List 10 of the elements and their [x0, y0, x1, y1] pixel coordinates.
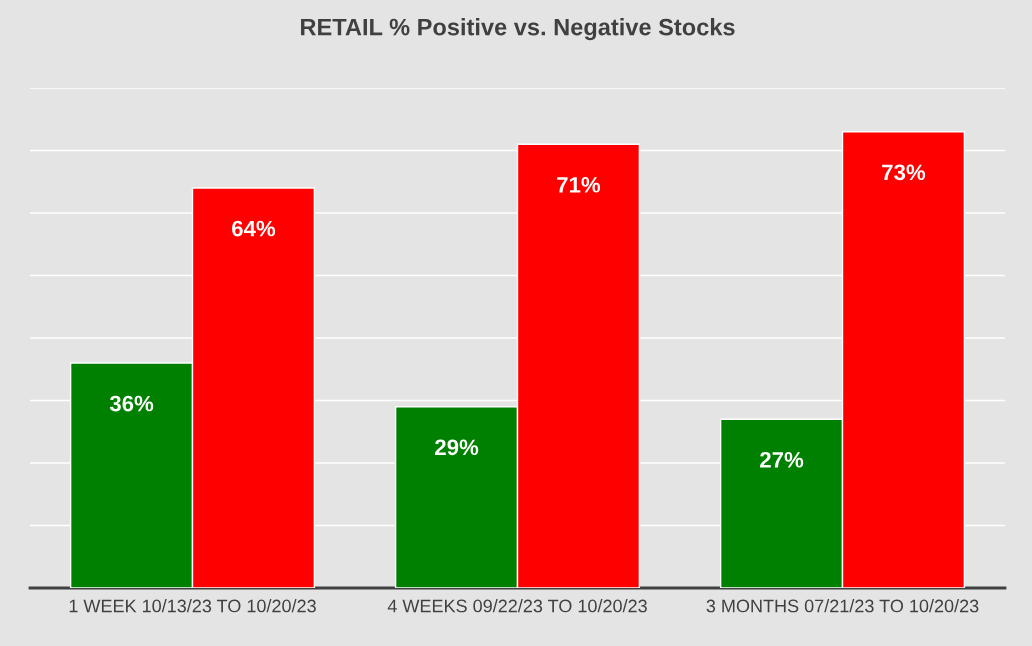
data-label: 73%: [882, 164, 926, 181]
x-tick-label: 1 WEEK 10/13/23 TO 10/20/23: [69, 599, 316, 613]
data-label: 64%: [232, 220, 276, 237]
x-tick-label: 3 MONTHS 07/21/23 TO 10/20/23: [706, 599, 979, 613]
data-label: 29%: [435, 439, 479, 456]
x-tick-label: 4 WEEKS 09/22/23 TO 10/20/23: [387, 599, 647, 613]
data-label: 71%: [557, 176, 601, 193]
chart-title: RETAIL % Positive vs. Negative Stocks: [301, 18, 735, 41]
data-label: 27%: [760, 451, 804, 468]
data-label: 36%: [109, 395, 154, 412]
